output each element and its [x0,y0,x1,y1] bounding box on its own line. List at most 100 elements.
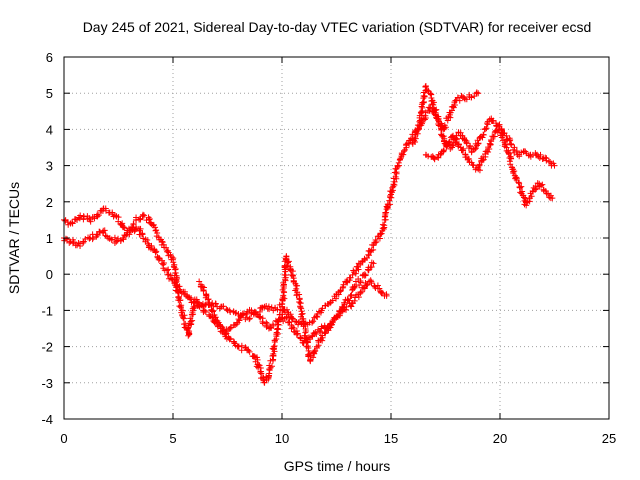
data-point-track-e [460,147,467,154]
data-point-track-a [246,316,253,323]
data-point-track-d [511,144,518,151]
data-point-track-a [137,215,144,222]
data-point-track-b [80,239,87,246]
y-tick-label: -1 [41,303,53,318]
data-point-track-b [120,236,127,243]
data-point-track-a [450,104,457,111]
data-point-track-b [180,315,187,322]
data-point-track-b [238,347,245,354]
data-point-track-c [236,317,243,324]
data-point-track-a [263,302,270,309]
data-point-track-b [280,281,287,288]
data-point-track-b [311,348,318,355]
data-point-track-a [468,94,475,101]
data-point-track-a [370,246,377,253]
data-point-track-b [359,284,366,291]
y-tick-label: -2 [41,340,53,355]
data-point-track-a [373,239,380,246]
data-point-track-e [534,180,541,187]
data-point-track-c [200,287,207,294]
data-point-track-a [391,178,398,185]
data-point-track-a [290,316,297,323]
data-point-track-b [186,328,193,335]
data-point-track-b [94,232,101,239]
data-point-track-b [190,303,197,310]
data-point-track-b [235,343,242,350]
data-point-track-b [294,282,301,289]
data-point-track-a [371,239,378,246]
x-tick-label: 5 [169,431,176,446]
data-point-track-b [268,363,275,370]
data-point-track-e [507,161,514,168]
data-point-track-b [139,230,146,237]
data-point-track-b [282,276,289,283]
data-point-track-a [80,213,87,220]
data-point-track-a [69,220,76,227]
data-point-track-c [357,277,364,284]
data-point-track-c [308,333,315,340]
data-point-track-a [65,221,72,228]
data-point-track-b [294,291,301,298]
data-point-track-a [425,104,432,111]
data-point-track-e [520,194,527,201]
data-point-track-c [240,310,247,317]
data-point-track-b [164,271,171,278]
y-tick-label: 1 [46,231,53,246]
data-point-track-b [281,295,288,302]
data-point-track-b [189,317,196,324]
data-point-track-b [355,294,362,301]
data-point-track-a [95,212,102,219]
data-point-track-a [212,300,219,307]
data-point-track-b [361,285,368,292]
y-axis-label: SDTVAR / TECUs [6,182,22,294]
data-point-track-e [501,143,508,150]
data-point-track-c [297,334,304,341]
data-point-track-b [180,314,187,321]
data-point-track-a [153,227,160,234]
data-point-track-a [329,297,336,304]
data-point-track-b [163,267,170,274]
data-point-track-a [451,99,458,106]
data-point-track-c [344,296,351,303]
data-point-track-c [351,283,358,290]
data-point-track-a [335,291,342,298]
data-point-track-e [429,153,436,160]
y-tick-label: 0 [46,267,53,282]
data-point-track-a [454,94,461,101]
data-point-track-d [479,134,486,141]
x-axis-label: GPS time / hours [284,458,391,474]
data-point-track-e [511,168,518,175]
data-point-track-e [515,179,522,186]
data-point-track-b [76,240,83,247]
data-point-track-c [198,283,205,290]
data-point-track-b [371,283,378,290]
data-point-track-a [463,96,470,103]
data-point-track-b [246,348,253,355]
data-point-track-c [368,259,375,266]
data-point-track-d [433,106,440,113]
data-point-track-c [321,322,328,329]
data-point-track-a [319,305,326,312]
data-point-track-c [318,323,325,330]
data-point-track-a [344,279,351,286]
data-point-track-b [123,231,130,238]
data-point-track-b [137,231,144,238]
data-point-track-c [326,324,333,331]
y-tick-label: -4 [41,412,53,427]
data-point-track-a [343,278,350,285]
data-point-track-a [223,306,230,313]
data-point-track-b [293,285,300,292]
data-point-track-c [272,317,279,324]
y-tick-label: 4 [46,122,53,137]
data-point-track-c [367,264,374,271]
data-point-track-b [296,298,303,305]
x-tick-label: 0 [60,431,67,446]
data-point-track-e [532,186,539,193]
data-point-track-b [177,304,184,311]
data-point-track-b [379,289,386,296]
data-point-track-d [475,140,482,147]
data-point-track-c [209,308,216,315]
data-point-track-b [137,225,144,232]
data-point-track-c [205,296,212,303]
data-point-track-b [288,271,295,278]
